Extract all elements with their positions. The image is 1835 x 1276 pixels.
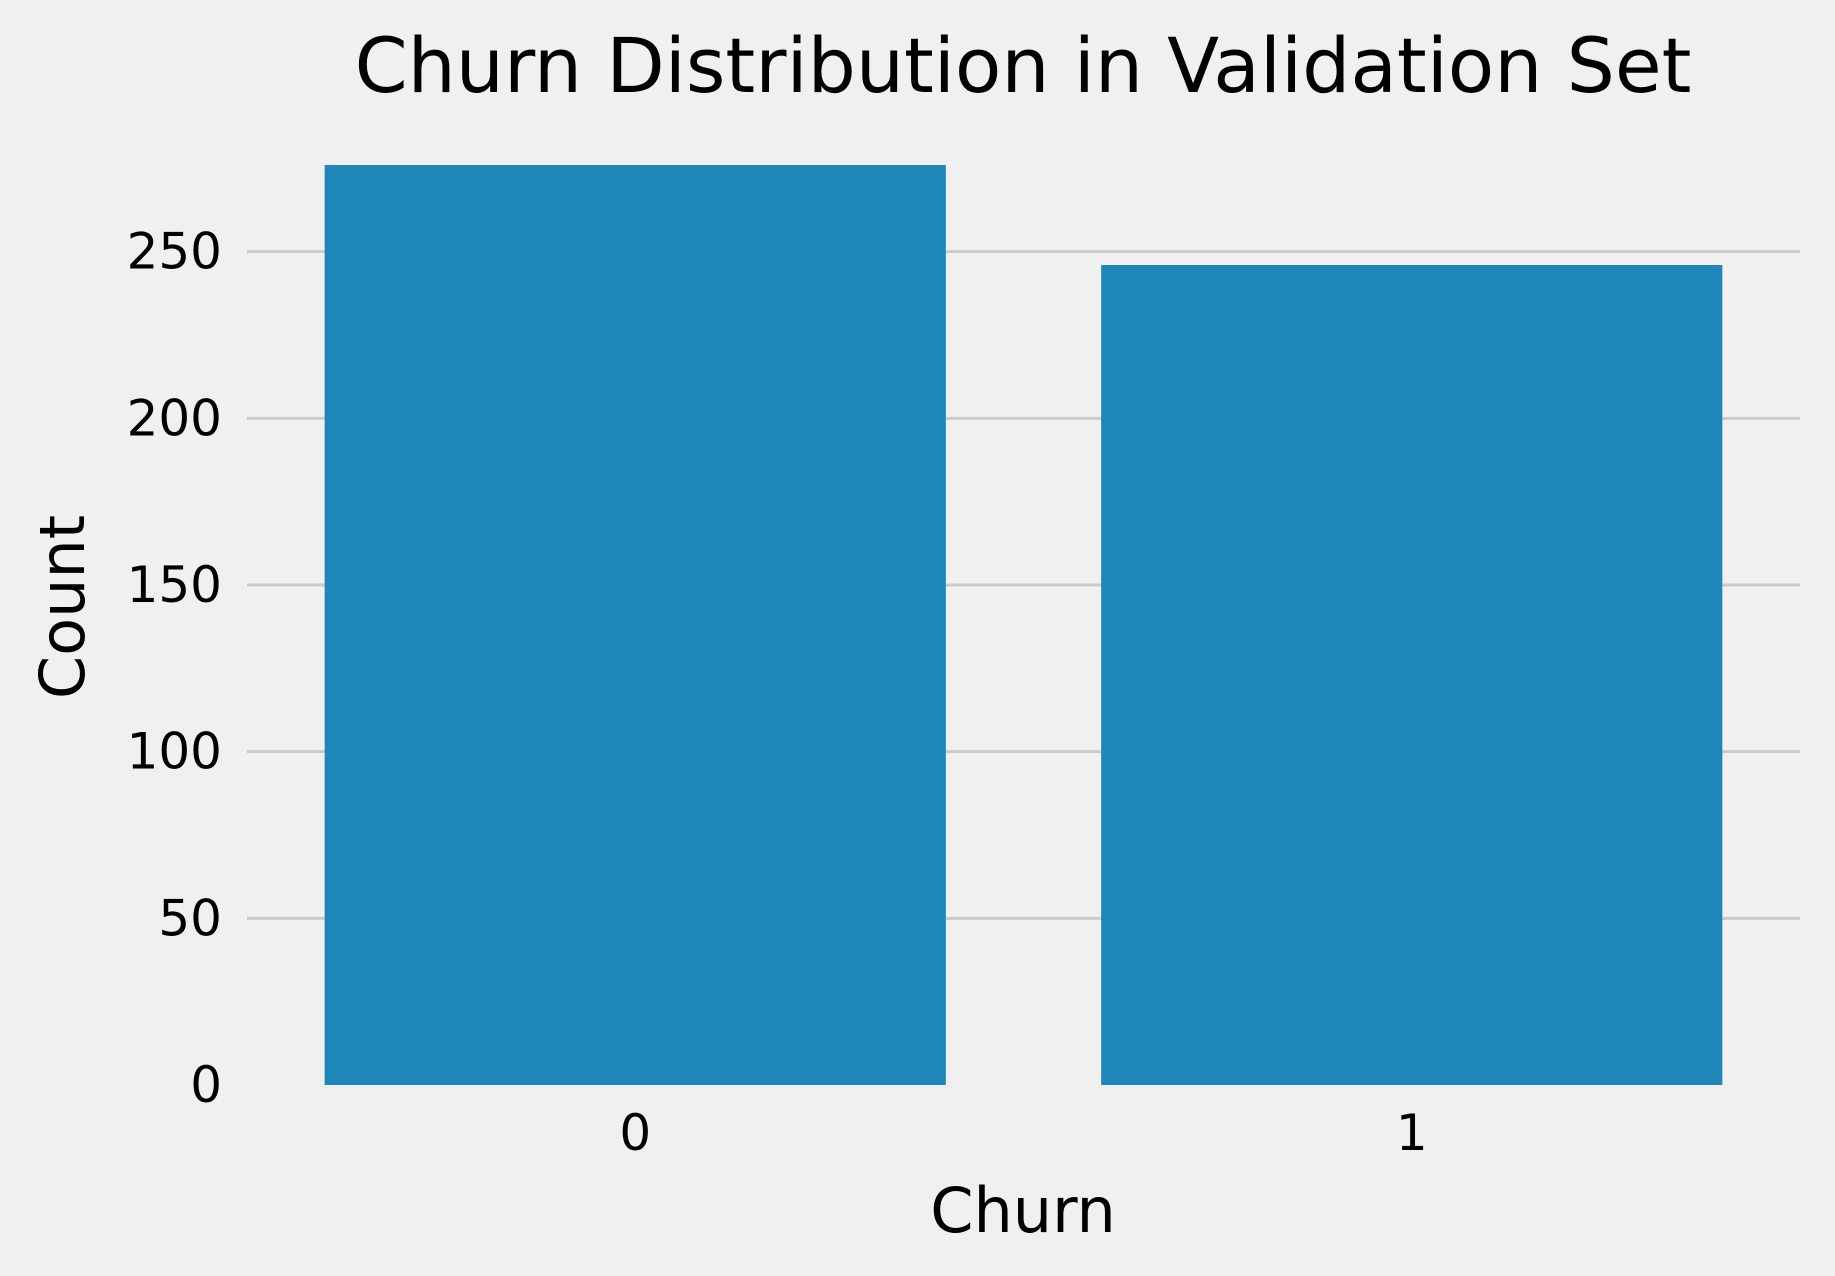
y-axis-label: Count	[26, 515, 99, 699]
y-tick-label: 50	[158, 889, 222, 947]
y-tick-label: 0	[190, 1056, 222, 1114]
y-tick-label: 200	[127, 389, 222, 447]
y-tick-label: 100	[127, 723, 222, 781]
bar-1	[1101, 265, 1723, 1085]
x-tick-label: 1	[1396, 1104, 1428, 1162]
y-tick-label: 150	[127, 556, 222, 614]
bar-0	[324, 165, 946, 1085]
x-axis-label: Churn	[930, 1174, 1116, 1247]
y-tick-labels: 0 50 100 150 200 250	[127, 223, 222, 1114]
bars	[324, 165, 1723, 1085]
x-tick-label: 0	[619, 1104, 651, 1162]
chart-title: Churn Distribution in Validation Set	[355, 21, 1692, 110]
y-tick-label: 250	[127, 223, 222, 281]
